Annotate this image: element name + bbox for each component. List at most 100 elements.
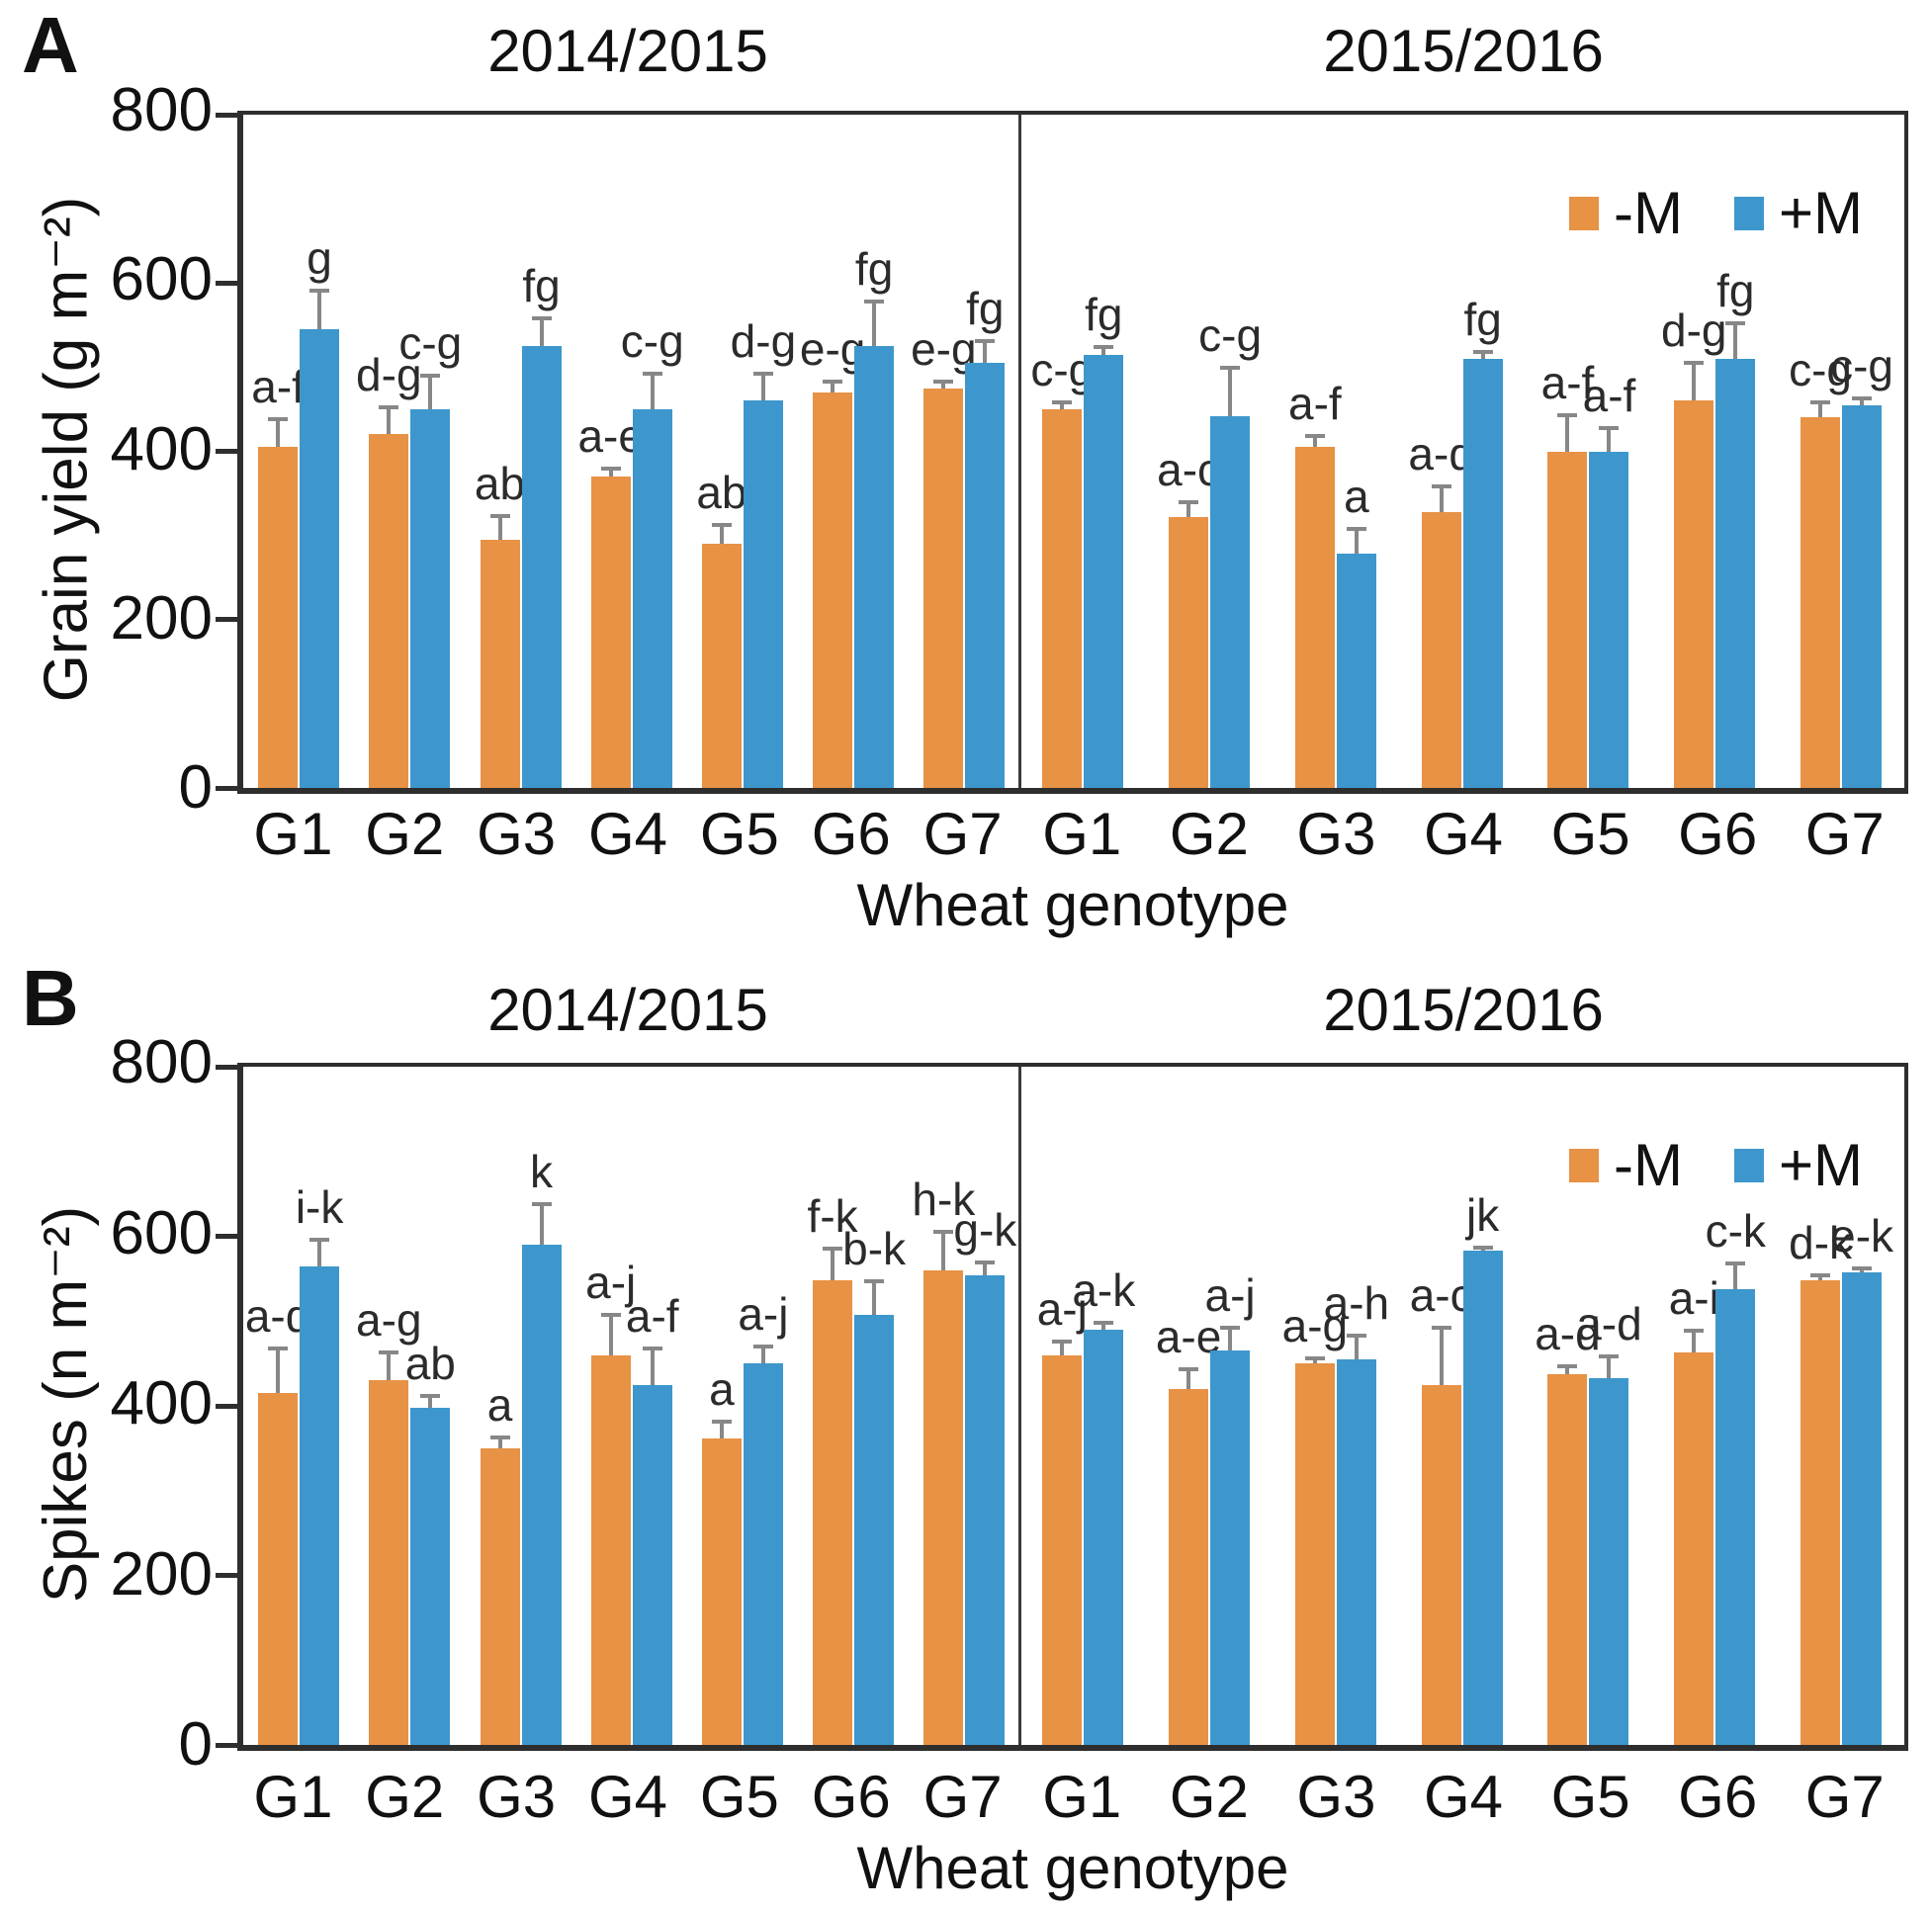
error-bar-cap [379,404,399,409]
bar-group-g7: e-g fg [909,115,1019,788]
legend: -M +M [1569,1136,1863,1195]
error-bar-cap [531,316,552,321]
error-bar-cap [1725,1261,1746,1266]
season-right: c-g fg a-c c-g a-f a a-d fg a-f a-f d-g fg c-g c-g [1019,115,1904,788]
panel-b-plot: a-d i-k a-g ab a k a-j a-f a a-j f-k b-k h-k g-k a-j a-… [216,1063,1908,1751]
y-tick-label-600: 600 [110,1198,213,1267]
bar-group-g5: a a-j [687,1067,798,1745]
error-bar-cap [1852,396,1873,401]
significance-letter: f-k [807,1189,858,1242]
bar-pair: a-g a-h [1282,1067,1389,1745]
error-bar [387,1350,392,1381]
bar-slot: d-g [731,115,796,788]
significance-letter: d-g [730,314,797,367]
bar-group-g4: a-e c-g [576,115,687,788]
bar-slot: e-g [911,115,977,788]
error-bar-cap [1220,1325,1241,1330]
category-label-g7: G7 [1804,801,1885,867]
bar-g1-minus-m [1042,408,1083,788]
y-tick-label-200: 200 [110,1539,213,1609]
category-label-g2: G2 [365,1764,445,1830]
panel-a-season-title-right: 2015/2016 [1323,18,1604,84]
significance-letter: a-j [1036,1283,1088,1336]
y-tick-mark [216,617,237,623]
error-bar [428,374,433,409]
significance-letter: h-k [912,1173,976,1225]
bar-g6-minus-m [813,1280,853,1745]
legend-swatch-plus-m [1733,1149,1764,1182]
bar-group-g4: a-d fg [1399,115,1526,788]
error-bar [760,1345,765,1364]
error-bar [1439,483,1444,512]
bar-group-g2: a-g ab [354,1067,465,1745]
bar-group-g5: ab d-g [687,115,798,788]
bar-slot: a [1336,115,1376,788]
error-bar-cap [309,1238,330,1243]
bar-g5-plus-m [743,400,783,788]
bar-slot: a-e [577,115,644,788]
category-label-g1: G1 [253,1764,333,1830]
error-bar [1860,396,1865,405]
error-bar [719,1419,724,1438]
significance-letter: b-k [842,1223,907,1275]
y-tick-mark [216,449,237,454]
significance-letter: c-g [1030,344,1095,396]
bar-g6-minus-m [1674,400,1714,788]
bar-slot: a-d [1576,1067,1642,1745]
bar-group-g6: f-k b-k [798,1067,909,1745]
error-bar-cap [1810,1273,1831,1278]
bar-g1-plus-m [1084,1329,1124,1745]
significance-letter: fg [522,260,561,312]
bar-g2-plus-m [1210,1350,1251,1745]
error-bar [497,1435,502,1448]
category-label-g7: G7 [922,1764,1003,1830]
bar-g7-minus-m [1800,1280,1841,1745]
bar-g1-minus-m [1042,1354,1083,1745]
bar-slot: fg [521,115,562,788]
significance-letter: c-g [398,317,463,370]
bar-slot: ab [696,115,746,788]
bar-g4-minus-m [1421,511,1461,788]
error-bar-cap [823,380,843,385]
bar-g3-minus-m [480,1447,520,1745]
bar-group-g7: h-k g-k [909,1067,1019,1745]
error-bar [1354,527,1359,555]
panel-a-season-title-left: 2014/2015 [487,18,768,84]
error-bar-cap [752,371,773,376]
legend-item-plus-m: +M [1733,184,1863,243]
panel-b-ytick-labels: 0 200 400 600 800 [30,1032,213,1776]
bar-slot: a-f [1288,115,1342,788]
bar-slot: a-j [738,1067,788,1745]
bar-g5-minus-m [1547,451,1588,788]
error-bar-cap [420,1394,441,1398]
bar-group-g2: d-g c-g [354,115,465,788]
bar-pair: a-i c-k [1669,1067,1766,1745]
significance-letter: fg [854,243,894,296]
error-bar-cap [1304,433,1325,438]
error-bar-cap [752,1345,773,1349]
bar-group-g4: a-c jk [1399,1067,1526,1745]
bar-group-g3: a-f a [1273,115,1399,788]
bar-slot: a-f [1541,115,1594,788]
category-label-g7: G7 [1804,1764,1885,1830]
bar-pair: a-g ab [356,1067,456,1745]
panel-a-ytick-labels: 0 200 400 600 800 [30,80,213,819]
error-bar [1692,360,1697,401]
bar-g4-plus-m [1462,1251,1503,1745]
significance-letter: a-f [1540,357,1595,409]
error-bar [497,514,502,540]
error-bar-cap [1431,1325,1451,1330]
error-bar-cap [864,1279,885,1284]
bar-g6-minus-m [1674,1351,1714,1745]
bar-g5-plus-m [1589,1377,1629,1745]
bar-group-g7: c-g c-g [1778,115,1904,788]
bar-g4-plus-m [632,408,672,788]
error-bar-cap [1094,1321,1114,1326]
y-tick-label-600: 600 [110,245,213,314]
bar-pair: d-g fg [1661,115,1756,788]
bar-pair: a-d a-d [1535,1067,1642,1745]
significance-letter: a-g [1281,1300,1349,1352]
error-bar [1818,400,1823,418]
significance-letter: d-k [1789,1217,1853,1269]
